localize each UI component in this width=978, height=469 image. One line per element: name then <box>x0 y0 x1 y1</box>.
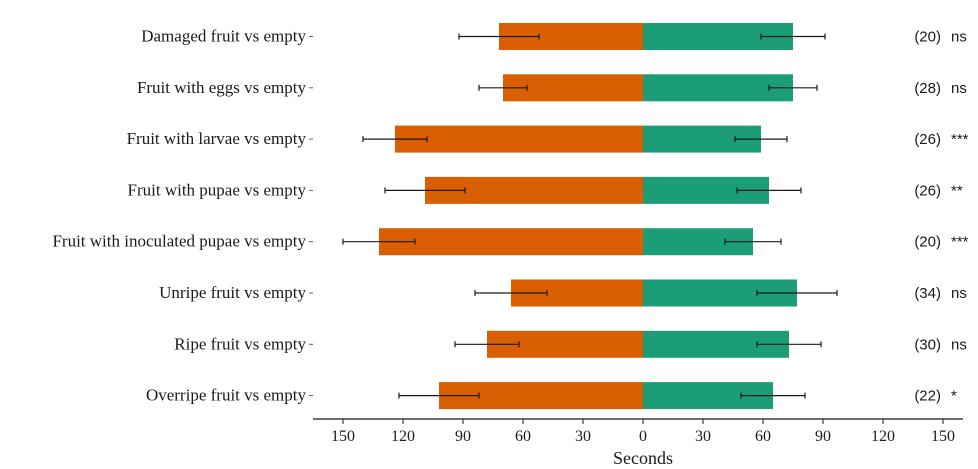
x-tick-label: 120 <box>871 428 895 445</box>
bar-right <box>643 74 793 102</box>
category-label: Ripe fruit vs empty <box>174 334 306 353</box>
category-label: Overripe fruit vs empty <box>146 386 307 405</box>
sample-size-label: (22) <box>914 388 941 405</box>
x-tick-label: 60 <box>755 428 771 445</box>
sample-size-label: (20) <box>914 29 941 46</box>
category-label: Unripe fruit vs empty <box>159 283 306 302</box>
significance-label: * <box>951 388 957 405</box>
category-label: Fruit with inoculated pupae vs empty <box>52 232 306 251</box>
significance-label: ns <box>951 80 967 97</box>
x-axis-title: Seconds <box>613 448 673 468</box>
x-tick-label: 90 <box>815 428 831 445</box>
category-label: Damaged fruit vs empty <box>141 27 306 46</box>
sample-size-label: (30) <box>914 336 941 353</box>
x-tick-label: 60 <box>515 428 531 445</box>
sample-size-label: (28) <box>914 80 941 97</box>
category-label: Fruit with eggs vs empty <box>137 78 307 97</box>
x-tick-label: 30 <box>695 428 711 445</box>
error-bars-layer <box>342 33 838 399</box>
x-tick-label: 150 <box>931 428 955 445</box>
x-tick-label: 90 <box>455 428 471 445</box>
significance-label: ns <box>951 285 967 302</box>
bar-left <box>395 125 643 153</box>
significance-label: ns <box>951 29 967 46</box>
x-tick-label: 30 <box>575 428 591 445</box>
sample-size-label: (34) <box>914 285 941 302</box>
significance-label: ns <box>951 336 967 353</box>
bars-layer <box>379 23 797 410</box>
sample-size-and-significance-labels: (20) ns (28) ns (26) *** (26) ** (20) *** (34) ns (3… <box>914 29 968 405</box>
category-labels: Damaged fruit vs empty Fruit with eggs vs… <box>52 27 313 405</box>
category-label: Fruit with pupae vs empty <box>128 180 307 199</box>
significance-label: *** <box>951 131 969 148</box>
sample-size-label: (20) <box>914 234 941 251</box>
x-tick-label: 0 <box>639 428 647 445</box>
category-label: Fruit with larvae vs empty <box>127 129 307 148</box>
sample-size-label: (26) <box>914 182 941 199</box>
x-tick-label: 150 <box>331 428 355 445</box>
significance-label: *** <box>951 234 969 251</box>
sample-size-label: (26) <box>914 131 941 148</box>
significance-label: ** <box>951 182 963 199</box>
bar-left <box>379 228 643 256</box>
x-tick-label: 120 <box>391 428 415 445</box>
x-axis: 150 120 90 60 30 0 30 60 90 120 150 <box>313 418 963 445</box>
